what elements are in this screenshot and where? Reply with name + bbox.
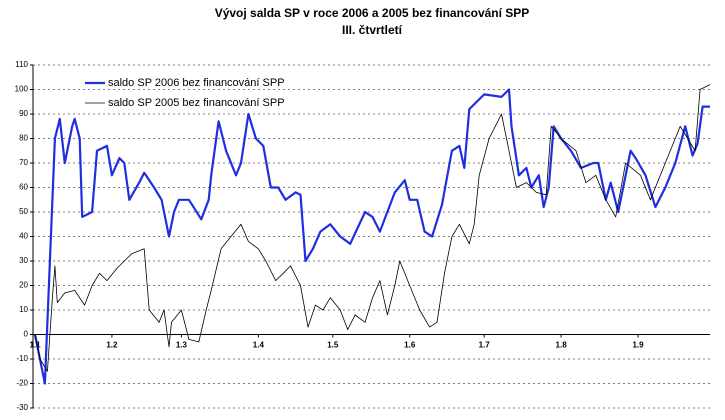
y-tick-label: 60 [19, 183, 28, 192]
y-tick-label: -30 [16, 403, 28, 412]
y-tick-label: 0 [24, 330, 29, 339]
y-tick-label: -20 [16, 379, 28, 388]
x-tick-label: 1.7 [479, 341, 491, 350]
x-tick-label: 1.8 [556, 341, 568, 350]
y-tick-label: 70 [19, 158, 28, 167]
chart-subtitle: III. čtvrtletí [342, 23, 403, 37]
y-tick-label: 90 [19, 109, 28, 118]
y-tick-label: 80 [19, 134, 28, 143]
y-tick-label: 100 [15, 85, 29, 94]
x-tick-label: 1.5 [327, 341, 339, 350]
chart-title: Vývoj salda SP v roce 2006 a 2005 bez fi… [215, 6, 530, 20]
y-tick-label: 40 [19, 232, 28, 241]
x-tick-label: 1.2 [106, 341, 118, 350]
legend-label: saldo SP 2006 bez financování SPP [108, 77, 285, 89]
x-tick-label: 1.9 [632, 341, 644, 350]
y-tick-label: 30 [19, 256, 28, 265]
y-tick-label: 50 [19, 207, 28, 216]
x-tick-label: 1.6 [404, 341, 416, 350]
y-tick-label: -10 [16, 354, 28, 363]
x-tick-label: 1.1 [29, 341, 41, 350]
y-tick-label: 10 [19, 305, 28, 314]
x-tick-label: 1.3 [176, 341, 188, 350]
series-line [34, 84, 711, 372]
x-tick-label: 1.4 [253, 341, 265, 350]
series-line [33, 88, 710, 385]
y-tick-label: 20 [19, 281, 28, 290]
legend-label: saldo SP 2005 bez financování SPP [108, 97, 285, 109]
y-tick-label: 110 [15, 60, 28, 69]
